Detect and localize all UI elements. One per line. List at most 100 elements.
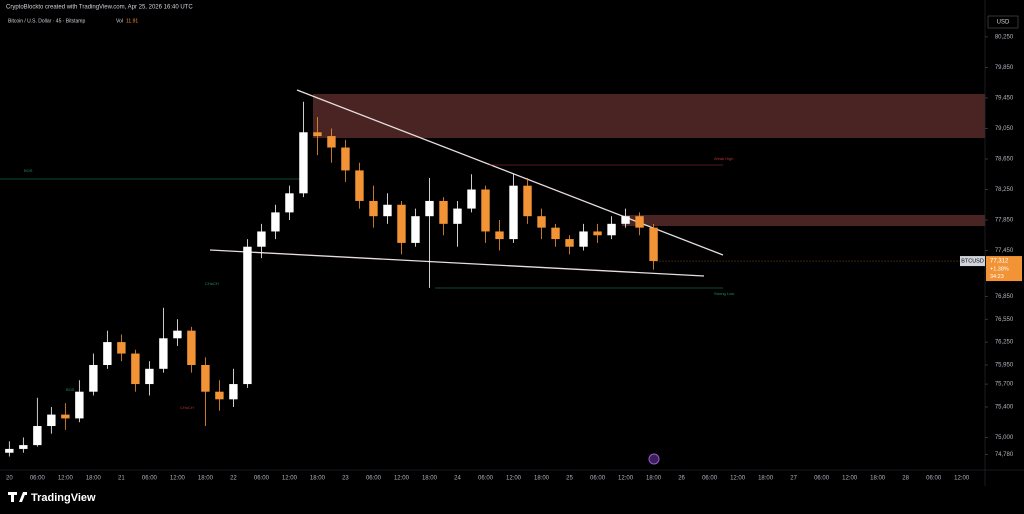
x-tick-label: 06:00 xyxy=(478,476,494,482)
trendline xyxy=(209,249,705,277)
x-tick-label: 06:00 xyxy=(30,476,46,482)
y-tick-label: 76,550 xyxy=(995,317,1014,323)
x-tick-label: 06:00 xyxy=(702,476,718,482)
candle-body xyxy=(243,246,252,385)
y-tick-label: 75,950 xyxy=(995,363,1014,369)
x-tick-label: 06:00 xyxy=(590,476,606,482)
y-tick-label: 77,450 xyxy=(995,248,1014,254)
footer xyxy=(0,486,1024,514)
y-tick-label: 79,450 xyxy=(995,96,1014,102)
x-tick-label: 18:00 xyxy=(646,476,662,482)
candle-body xyxy=(481,189,490,232)
x-tick-label: 18:00 xyxy=(86,476,102,482)
candle-body xyxy=(33,426,42,446)
candle-body xyxy=(425,200,434,217)
x-tick-label: 06:00 xyxy=(254,476,270,482)
annotation: BOS xyxy=(24,168,33,173)
candle-body xyxy=(19,445,28,449)
x-tick-label: 12:00 xyxy=(58,476,74,482)
candle-body xyxy=(299,132,308,194)
candle-body xyxy=(173,330,182,339)
x-tick-label: 12:00 xyxy=(170,476,186,482)
supply-zone xyxy=(313,94,985,138)
x-tick-label: 12:00 xyxy=(730,476,746,482)
x-tick-label: 27 xyxy=(790,476,797,482)
x-tick-label: 22 xyxy=(230,476,237,482)
y-tick-label: 78,650 xyxy=(995,157,1014,163)
candle-body xyxy=(607,223,616,236)
supply-zone xyxy=(622,215,985,226)
candle-body xyxy=(537,216,546,228)
x-tick-label: 06:00 xyxy=(926,476,942,482)
candle-body xyxy=(145,368,154,385)
x-tick-label: 12:00 xyxy=(394,476,410,482)
currency-box xyxy=(987,15,1019,29)
candle-body xyxy=(383,204,392,217)
y-tick-label: 79,850 xyxy=(995,65,1014,71)
candle-body xyxy=(467,189,476,209)
candle-body xyxy=(75,391,84,419)
annotation: CHoCH xyxy=(205,281,219,286)
x-tick-label: 12:00 xyxy=(282,476,298,482)
candle-body xyxy=(257,231,266,247)
x-tick-label: 18:00 xyxy=(758,476,774,482)
annotation: BOS xyxy=(66,387,75,392)
y-tick-label: 78,250 xyxy=(995,187,1014,193)
x-tick-label: 12:00 xyxy=(618,476,634,482)
candle-body xyxy=(159,338,168,369)
countdown: 34:23 xyxy=(990,274,1004,280)
candle-body xyxy=(215,391,224,400)
x-tick-label: 18:00 xyxy=(534,476,550,482)
candle-body xyxy=(89,364,98,392)
candle-body xyxy=(565,239,574,247)
candle-body xyxy=(5,448,14,453)
annotation: Strong Low xyxy=(714,291,734,296)
candle-body xyxy=(635,216,644,228)
price-change: +1.38% xyxy=(990,267,1009,273)
x-tick-label: 18:00 xyxy=(422,476,438,482)
candle-body xyxy=(551,227,560,240)
brand: TradingView xyxy=(31,492,96,504)
candle-body xyxy=(439,200,448,224)
x-tick-label: 24 xyxy=(454,476,461,482)
candle-body xyxy=(341,147,350,171)
candle-body xyxy=(103,342,112,365)
y-tick-label: 79,050 xyxy=(995,126,1014,132)
candle-body xyxy=(369,200,378,217)
y-tick-label: 76,850 xyxy=(995,294,1014,300)
candle-body xyxy=(201,364,210,392)
x-tick-label: 12:00 xyxy=(954,476,970,482)
x-tick-label: 25 xyxy=(566,476,573,482)
candle-body xyxy=(509,185,518,240)
candle-body xyxy=(61,414,70,419)
x-tick-label: 21 xyxy=(118,476,125,482)
price-box xyxy=(986,256,1022,282)
candle-body xyxy=(327,136,336,148)
annotation: CHoCH xyxy=(180,405,194,410)
candle-body xyxy=(187,330,196,365)
x-tick-label: 20 xyxy=(6,476,13,482)
candle-body xyxy=(229,384,238,400)
y-tick-label: 75,000 xyxy=(995,435,1014,441)
candle-body xyxy=(649,227,658,262)
x-tick-label: 26 xyxy=(678,476,685,482)
attribution: CryptoBlockto created with TradingView.c… xyxy=(6,5,193,11)
x-tick-label: 06:00 xyxy=(814,476,830,482)
axes: 80,250 79,850 79,450 79,050 78,650 78,250 77,8… xyxy=(6,34,1014,481)
annotation: Weak High xyxy=(714,156,734,161)
y-tick-label: 75,700 xyxy=(995,382,1014,388)
volume-value: 11.91 xyxy=(126,18,138,24)
x-tick-label: 06:00 xyxy=(142,476,158,482)
candle-body xyxy=(495,231,504,240)
y-tick-label: 75,400 xyxy=(995,405,1014,411)
candle-body xyxy=(579,231,588,247)
y-tick-label: 77,850 xyxy=(995,218,1014,224)
event-icon xyxy=(648,453,660,465)
x-tick-label: 12:00 xyxy=(842,476,858,482)
chart-title: Bitcoin / U.S. Dollar · 45 · Bitstamp xyxy=(8,18,85,24)
currency: USD xyxy=(997,20,1010,26)
candle-body xyxy=(397,204,406,243)
candle-body xyxy=(355,170,364,201)
